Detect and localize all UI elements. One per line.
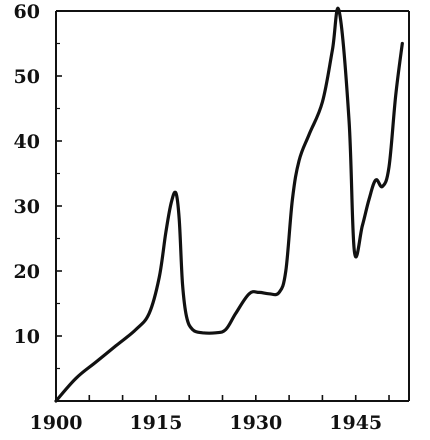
y-tick-label: 30 [14, 196, 40, 218]
y-tick-label: 50 [14, 66, 40, 88]
y-tick-label: 10 [14, 326, 40, 348]
y-tick-label: 60 [14, 1, 40, 23]
y-tick-label: 40 [14, 131, 40, 153]
x-tick-label: 1900 [30, 412, 83, 434]
axis-ticks [55, 10, 390, 401]
axis-tick-labels: 10 20 30 40 50 60 1900 1915 1930 1945 [14, 1, 383, 434]
x-tick-label: 1945 [329, 412, 382, 434]
series-group [54, 6, 404, 403]
y-tick-label: 20 [14, 261, 40, 283]
series-line [54, 6, 404, 403]
chart-axes [55, 10, 410, 402]
x-tick-label: 1930 [229, 412, 282, 434]
x-tick-label: 1915 [129, 412, 182, 434]
